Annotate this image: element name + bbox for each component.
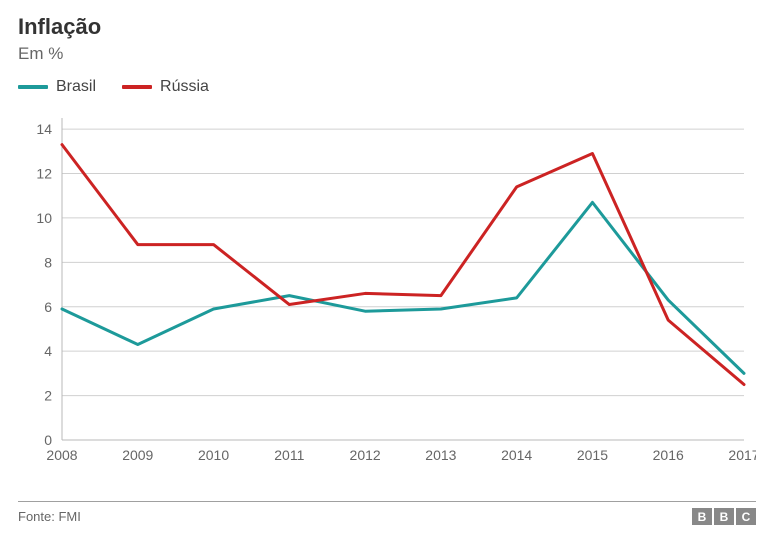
svg-text:2013: 2013 [425,447,456,463]
svg-text:14: 14 [36,121,52,137]
svg-text:2011: 2011 [274,447,304,463]
svg-text:2016: 2016 [653,447,684,463]
chart-subtitle: Em % [18,44,756,64]
svg-text:2008: 2008 [46,447,77,463]
bbc-logo-b1: B [692,508,712,525]
bbc-logo-b2: B [714,508,734,525]
legend: Brasil Rússia [18,78,756,96]
legend-swatch-russia [122,85,152,89]
svg-text:6: 6 [44,299,52,315]
legend-item-russia: Rússia [122,78,209,96]
chart-footer: Fonte: FMI B B C [18,501,756,525]
svg-text:2014: 2014 [501,447,532,463]
bbc-logo-c: C [736,508,756,525]
svg-text:2015: 2015 [577,447,608,463]
legend-item-brasil: Brasil [18,78,96,96]
legend-label-russia: Rússia [160,78,209,96]
svg-text:12: 12 [36,166,52,182]
chart-container: Inflação Em % Brasil Rússia 0 2 4 6 8 10 12 14 2… [0,0,774,535]
legend-swatch-brasil [18,85,48,89]
svg-text:2017: 2017 [728,447,756,463]
svg-text:0: 0 [44,432,52,448]
svg-text:10: 10 [36,210,52,226]
svg-text:2010: 2010 [198,447,229,463]
svg-text:2: 2 [44,388,52,404]
chart-plot-area: 0 2 4 6 8 10 12 14 2008 2009 2010 2011 2012 2013 2014 2… [18,108,756,468]
chart-svg: 0 2 4 6 8 10 12 14 2008 2009 2010 2011 2012 2013 2014 2… [18,108,756,468]
bbc-logo: B B C [692,508,756,525]
source-label: Fonte: FMI [18,509,81,524]
svg-text:2009: 2009 [122,447,153,463]
svg-text:2012: 2012 [350,447,381,463]
svg-text:8: 8 [44,254,52,270]
chart-title: Inflação [18,14,756,40]
svg-text:4: 4 [44,343,52,359]
legend-label-brasil: Brasil [56,78,96,96]
